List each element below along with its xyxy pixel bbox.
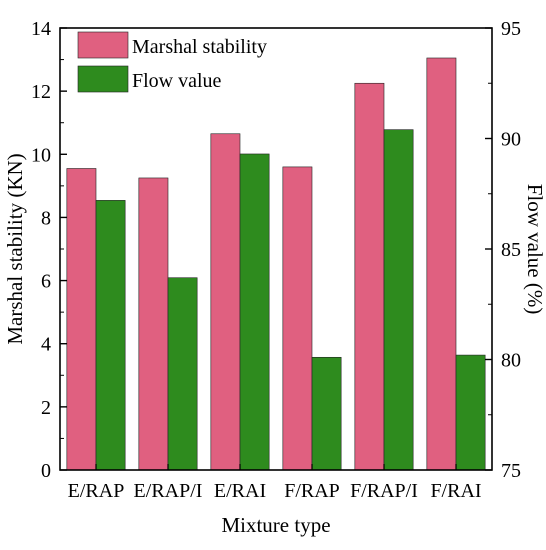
x-tick-label-e-rap: E/RAP <box>68 480 125 502</box>
bar-flow-value-f-rai <box>455 354 486 471</box>
axes-layer: 0 2 4 6 8 10 12 14 75 80 85 90 95 E/RAP E/RAP/I E/RAI F/… <box>31 18 521 502</box>
y-left-tick-label: 10 <box>31 144 51 166</box>
bar-marshal-stability-e-rai <box>210 133 241 471</box>
y-left-tick-label: 4 <box>41 334 51 356</box>
y-left-tick-label: 8 <box>41 207 51 229</box>
y-left-tick-label: 2 <box>41 397 51 419</box>
legend-swatch-marshal-stability <box>77 31 129 59</box>
legend: Marshal stability Flow value <box>77 31 267 93</box>
bar-marshal-stability-e-rap <box>66 168 97 471</box>
y-right-tick-label: 95 <box>501 18 521 40</box>
x-axis-title: Mixture type <box>221 513 330 537</box>
y-left-tick-label: 12 <box>31 81 51 103</box>
x-tick-label-f-rap: F/RAP <box>284 480 340 502</box>
y-axis-right-title: Flow value (%) <box>523 184 546 315</box>
y-right-tick-label: 75 <box>501 460 521 482</box>
bar-flow-value-f-rap <box>311 356 342 471</box>
bar-flow-value-f-rap-i <box>383 129 414 471</box>
x-tick-label-f-rai: F/RAI <box>430 480 481 502</box>
legend-label-marshal-stability: Marshal stability <box>132 36 267 58</box>
y-left-tick-label: 6 <box>41 271 51 293</box>
y-left-tick-label: 0 <box>41 460 51 482</box>
y-right-tick-label: 90 <box>501 129 521 151</box>
legend-label-flow-value: Flow value <box>132 70 222 92</box>
y-right-tick-label: 85 <box>501 239 521 261</box>
bar-marshal-stability-e-rap-i <box>138 177 169 471</box>
bar-flow-value-e-rap <box>95 200 126 471</box>
bar-marshal-stability-f-rai <box>426 57 457 471</box>
bar-marshal-stability-f-rap <box>282 166 313 471</box>
legend-swatch-flow-value <box>77 65 129 93</box>
bar-flow-value-e-rap-i <box>167 277 198 471</box>
y-right-tick-label: 80 <box>501 350 521 372</box>
bar-flow-value-e-rai <box>239 153 270 471</box>
y-axis-left-title: Marshal stability (KN) <box>3 153 27 344</box>
x-tick-label-f-rap-i: F/RAP/I <box>350 480 418 502</box>
bar-marshal-stability-f-rap-i <box>354 82 385 471</box>
x-tick-label-e-rap-i: E/RAP/I <box>134 480 203 502</box>
y-left-tick-label: 14 <box>31 18 51 40</box>
x-tick-label-e-rai: E/RAI <box>214 480 266 502</box>
bars-layer <box>66 57 486 471</box>
